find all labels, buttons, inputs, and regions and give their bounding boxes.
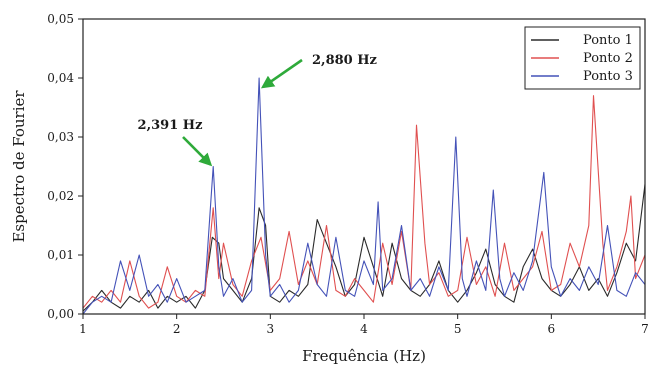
annotation-arrow [260, 58, 303, 89]
y-tick-label: 0,05 [47, 12, 74, 26]
legend-label-1: Ponto 1 [583, 33, 633, 48]
x-tick-label: 6 [548, 322, 556, 336]
axes: 1 2 3 4 5 6 7 0,00 0,01 0,02 0,03 0,04 0,05 Frequênci… [10, 12, 649, 365]
legend: Ponto 1 Ponto 2 Ponto 3 [524, 26, 641, 90]
y-axis-title: Espectro de Fourier [10, 90, 28, 243]
x-tick-label: 4 [360, 322, 368, 336]
x-tick-label: 7 [641, 322, 649, 336]
y-tick-label: 0,00 [47, 307, 74, 321]
x-tick-label: 1 [79, 322, 87, 336]
series-line-1 [83, 184, 645, 312]
series-line-3 [83, 77, 645, 314]
x-tick-label: 5 [454, 322, 462, 336]
x-tick-label: 2 [173, 322, 181, 336]
series-line-2 [83, 95, 645, 309]
y-tick-label: 0,03 [47, 130, 74, 144]
y-tick-label: 0,01 [47, 248, 74, 262]
legend-label-2: Ponto 2 [583, 51, 633, 66]
x-tick-label: 3 [267, 322, 275, 336]
y-tick-label: 0,04 [47, 71, 74, 85]
annotation-label: 2,880 Hz [312, 53, 377, 68]
x-axis-title: Frequência (Hz) [302, 347, 426, 365]
annotations: 2,880 Hz 2,391 Hz [138, 53, 377, 167]
series-layer [83, 77, 645, 314]
annotation-arrow [182, 136, 213, 167]
legend-label-3: Ponto 3 [583, 69, 633, 84]
annotation-label: 2,391 Hz [138, 118, 203, 133]
y-tick-label: 0,02 [47, 189, 74, 203]
